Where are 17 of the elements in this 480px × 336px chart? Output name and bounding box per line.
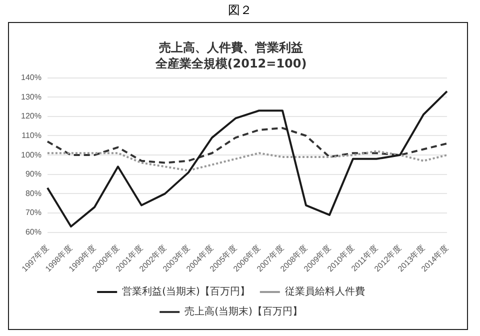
legend-label: 売上高(当期末)【百万円】 <box>184 306 302 318</box>
y-tick-label: 90% <box>25 170 42 179</box>
legend-label: 従業員給料人件費 <box>284 286 365 298</box>
chart-title: 売上高、人件費、営業利益 <box>159 40 303 54</box>
y-tick-label: 70% <box>25 208 42 218</box>
line-series <box>46 150 448 172</box>
y-tick-label: 110% <box>22 130 42 140</box>
legend-label: 営業利益(当期末)【百万円】 <box>122 286 250 298</box>
y-tick-label: 80% <box>25 188 42 198</box>
line-series <box>46 127 448 164</box>
y-tick-label: 100% <box>20 150 42 160</box>
y-tick-label: 60% <box>25 228 42 237</box>
chart-subtitle: 全産業全規模(2012=100) <box>154 56 307 71</box>
y-tick-label: 140% <box>20 73 42 82</box>
y-tick-label: 130% <box>20 92 42 102</box>
caption: 図２ <box>227 2 253 19</box>
y-tick-label: 120% <box>20 112 42 121</box>
